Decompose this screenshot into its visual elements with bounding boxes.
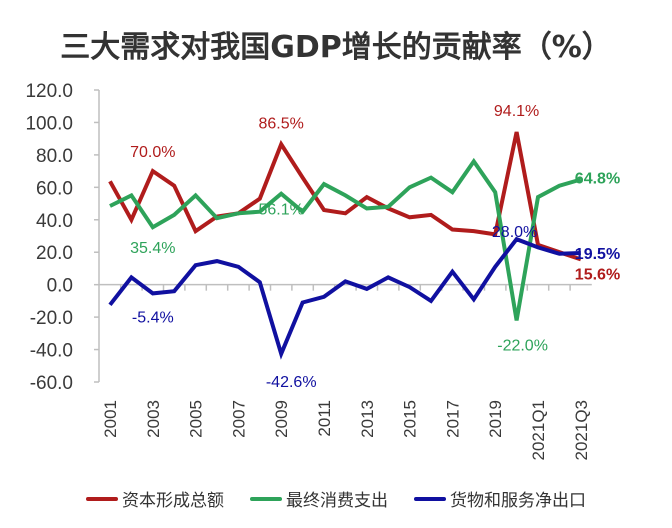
y-tick-label: -60.0 [30,373,73,394]
legend-item-capital: 资本形成总额 [86,486,224,511]
data-label: 94.1% [494,103,539,120]
y-tick-label: 40.0 [36,211,73,232]
data-label: 64.8% [575,171,620,188]
legend-label-net-export: 货物和服务净出口 [450,491,586,511]
legend-item-consumption: 最终消费支出 [250,486,388,511]
y-tick-label: 120.0 [25,81,73,102]
x-tick-label: 2015 [401,400,420,438]
x-tick-label: 2021Q3 [572,400,591,461]
data-label: -42.6% [266,374,317,391]
data-label: 86.5% [259,115,304,132]
data-label: -5.4% [132,309,174,326]
y-tick-label: 0.0 [47,276,73,297]
data-label: -22.0% [497,337,548,354]
y-tick-label: 100.0 [25,113,73,134]
data-label: 15.6% [575,266,620,283]
legend-swatch-capital [86,496,118,501]
x-tick-label: 2021Q1 [529,400,548,461]
x-tick-label: 2003 [144,400,163,438]
legend-label-consumption: 最终消费支出 [286,491,388,511]
x-tick-label: 2017 [443,400,462,438]
x-tick-label: 2013 [358,400,377,438]
x-tick-label: 2001 [101,400,120,438]
x-tick-label: 2005 [187,400,206,438]
data-label: 70.0% [130,144,175,161]
legend-swatch-consumption [250,496,282,501]
chart-title: 三大需求对我国GDP增长的贡献率（%） [60,30,612,65]
x-tick-label: 2007 [229,400,248,438]
legend-label-capital: 资本形成总额 [122,491,224,511]
y-tick-label: 20.0 [36,243,73,264]
y-tick-label: -20.0 [30,308,73,329]
x-tick-label: 2011 [315,400,334,437]
y-tick-label: 80.0 [36,146,73,167]
legend-swatch-net-export [414,496,446,501]
y-tick-label: -40.0 [30,341,73,362]
legend-item-net-export: 货物和服务净出口 [414,486,586,511]
data-label: 56.1% [259,202,304,219]
data-label: 28.0% [492,224,537,241]
y-tick-label: 60.0 [36,178,73,199]
x-tick-label: 2019 [486,400,505,438]
data-label: 19.5% [575,246,620,263]
legend: 资本形成总额 最终消费支出 货物和服务净出口 [0,486,672,511]
data-label: 35.4% [130,240,175,257]
x-tick-label: 2009 [272,400,291,438]
